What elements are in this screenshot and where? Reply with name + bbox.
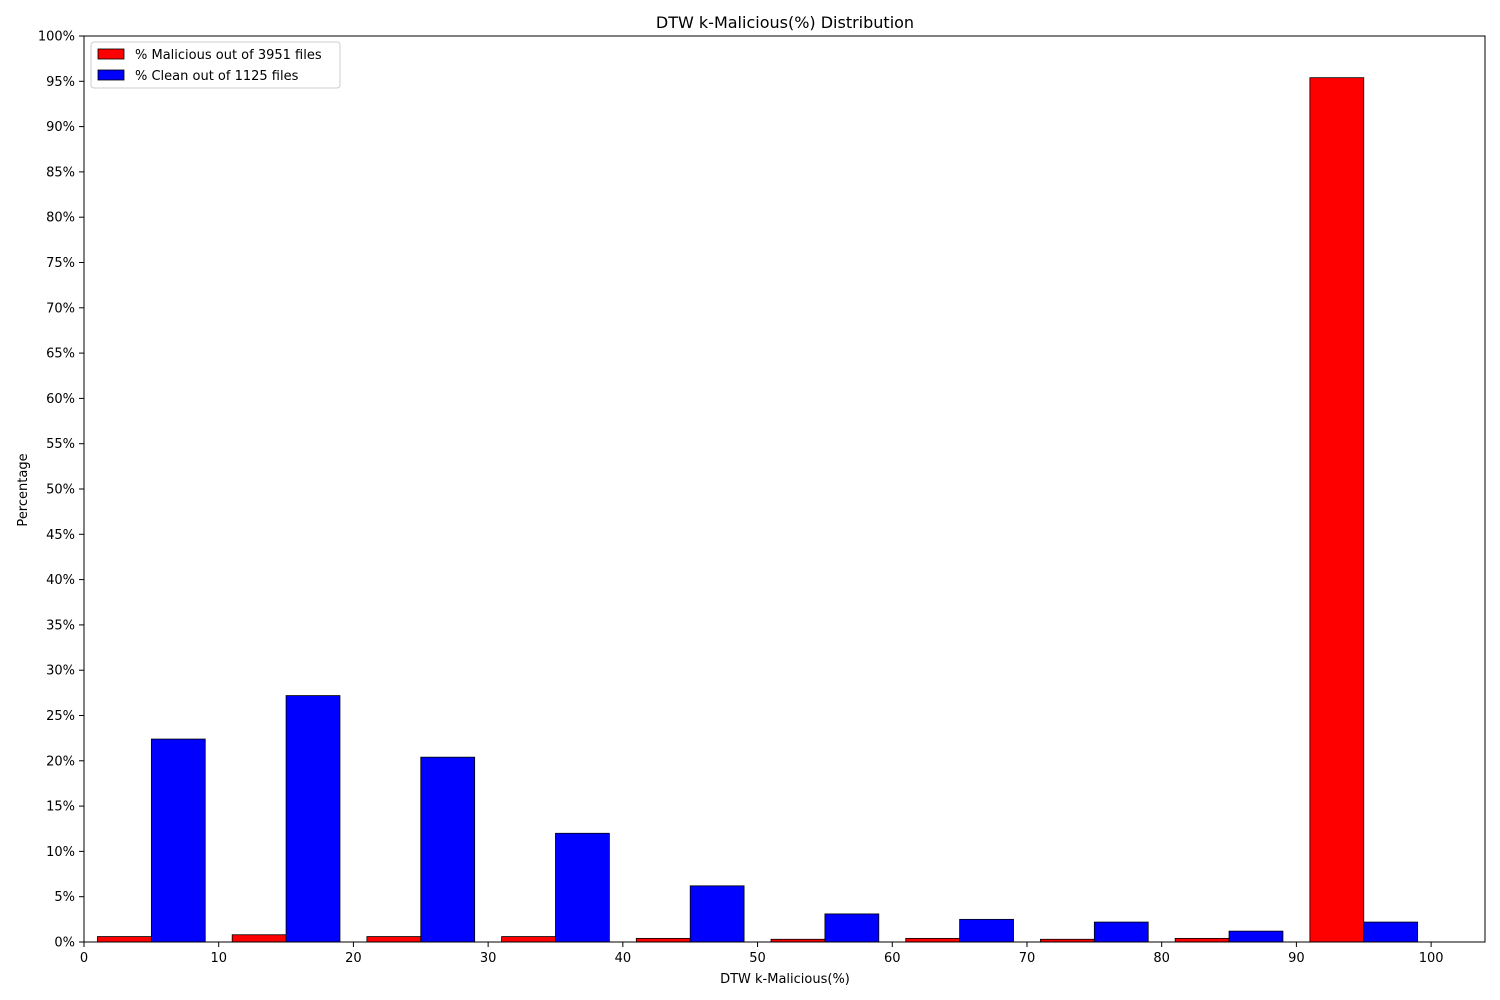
x-tick-label: 20	[345, 951, 362, 966]
y-tick-label: 100%	[38, 30, 75, 45]
y-tick-label: 60%	[46, 392, 75, 407]
y-tick-label: 25%	[46, 709, 75, 724]
y-tick-label: 55%	[46, 437, 75, 452]
bar-series-2-bin-6	[824, 913, 880, 943]
y-tick-label: 0%	[54, 936, 75, 951]
bar-series-1-bin-4	[501, 936, 556, 943]
legend-swatch-2	[97, 69, 125, 81]
legend-label-2: % Clean out of 1125 files	[135, 69, 299, 84]
x-tick-label: 40	[615, 951, 632, 966]
y-tick-label: 70%	[46, 301, 75, 316]
x-tick-label: 60	[884, 951, 901, 966]
y-tick-label: 35%	[46, 618, 75, 633]
x-tick-label: 90	[1288, 951, 1305, 966]
bar-series-2-bin-10	[1363, 921, 1419, 943]
bar-series-2-bin-9	[1228, 930, 1284, 943]
x-ticks: 0 10 20 30 40 50 60 70 80 90 100	[80, 942, 1444, 966]
bar-series-2-bin-5	[689, 885, 745, 943]
bar-series-1-bin-10	[1309, 77, 1365, 943]
y-tick-label: 50%	[46, 483, 75, 498]
y-tick-label: 5%	[54, 890, 75, 905]
legend-box	[90, 41, 341, 89]
x-tick-label: 100	[1419, 951, 1444, 966]
x-tick-label: 50	[749, 951, 766, 966]
bars	[97, 77, 1419, 943]
chart-title: DTW k-Malicious(%) Distribution	[656, 13, 914, 32]
x-axis-label: DTW k-Malicious(%)	[720, 972, 850, 987]
bar-series-1-bin-9	[1174, 937, 1230, 943]
y-tick-label: 85%	[46, 165, 75, 180]
x-tick-label: 0	[80, 951, 88, 966]
y-ticks: 0% 5% 10% 15% 20% 25% 30% 35% 40% 45% 50% 55% 60% 65%…	[38, 30, 84, 951]
bar-series-1-bin-7	[905, 937, 961, 943]
y-tick-label: 30%	[46, 664, 75, 679]
y-tick-label: 20%	[46, 754, 75, 769]
y-tick-label: 95%	[46, 75, 75, 90]
bar-series-2-bin-1	[150, 738, 206, 943]
y-tick-label: 40%	[46, 573, 75, 588]
y-tick-label: 45%	[46, 528, 75, 543]
y-tick-label: 80%	[46, 211, 75, 226]
x-tick-label: 70	[1019, 951, 1036, 966]
y-tick-label: 90%	[46, 120, 75, 135]
x-tick-label: 80	[1153, 951, 1170, 966]
bar-series-2-bin-7	[959, 918, 1014, 943]
bar-series-1-bin-2	[231, 934, 287, 943]
x-tick-label: 30	[480, 951, 497, 966]
x-tick-label: 10	[210, 951, 227, 966]
y-tick-label: 10%	[46, 845, 75, 860]
bar-series-1-bin-5	[635, 937, 691, 943]
y-tick-label: 65%	[46, 347, 75, 362]
y-tick-label: 15%	[46, 800, 75, 815]
bar-series-2-bin-8	[1093, 921, 1149, 943]
legend-swatch-1	[97, 48, 125, 60]
bar-series-2-bin-4	[555, 832, 610, 943]
bar-series-1-bin-3	[366, 936, 422, 943]
bar-series-2-bin-3	[420, 756, 476, 943]
legend: % Malicious out of 3951 files % Clean out…	[90, 41, 341, 89]
bar-series-1-bin-1	[97, 936, 152, 943]
y-axis-label: Percentage	[16, 453, 31, 526]
legend-label-1: % Malicious out of 3951 files	[135, 48, 322, 63]
bar-series-2-bin-2	[285, 695, 341, 943]
y-tick-label: 75%	[46, 256, 75, 271]
